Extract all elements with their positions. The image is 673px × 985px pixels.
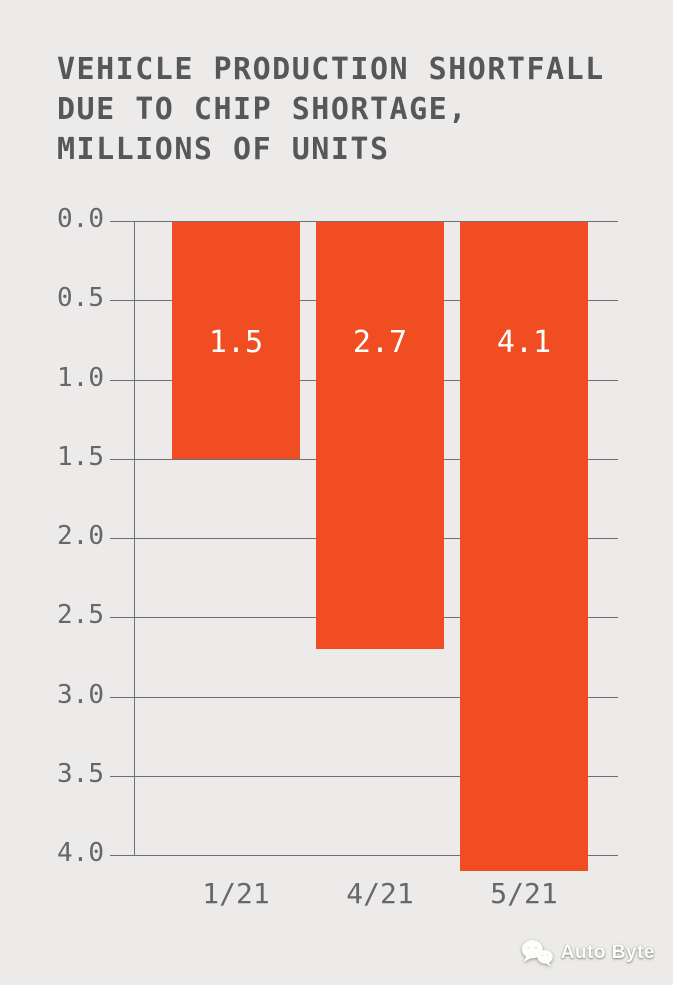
gridline [110,697,618,698]
y-tick-label: 3.5 [57,759,104,789]
x-tick-label: 4/21 [346,877,414,910]
bar-value-label: 2.7 [352,325,408,360]
bar-value-label: 1.5 [208,325,264,360]
y-tick-label: 1.0 [57,363,104,393]
wechat-logo-icon [520,938,554,968]
watermark-label: Auto Byte [560,942,655,963]
y-axis-line [134,221,135,855]
gridline [110,776,618,777]
gridline [110,855,618,856]
y-tick-label: 0.0 [57,204,104,234]
chart-title-line-2: DUE TO CHIP SHORTAGE, [57,92,468,127]
x-tick-label: 5/21 [490,877,558,910]
bar: 2.7 [316,222,444,649]
bar-value-label: 4.1 [496,325,552,360]
y-tick-label: 4.0 [57,838,104,868]
bar: 4.1 [460,222,588,871]
watermark: Auto Byte [520,938,655,968]
y-tick-label: 3.0 [57,680,104,710]
y-tick-label: 1.5 [57,442,104,472]
x-tick-label: 1/21 [202,877,270,910]
chart-title-line-1: VEHICLE PRODUCTION SHORTFALL [57,52,605,87]
chart-title-line-3: MILLIONS OF UNITS [57,132,390,167]
y-tick-label: 0.5 [57,283,104,313]
chart-title: VEHICLE PRODUCTION SHORTFALL DUE TO CHIP… [57,50,605,170]
y-tick-label: 2.0 [57,521,104,551]
bar: 1.5 [172,222,300,459]
gridline [110,221,618,222]
y-tick-label: 2.5 [57,600,104,630]
